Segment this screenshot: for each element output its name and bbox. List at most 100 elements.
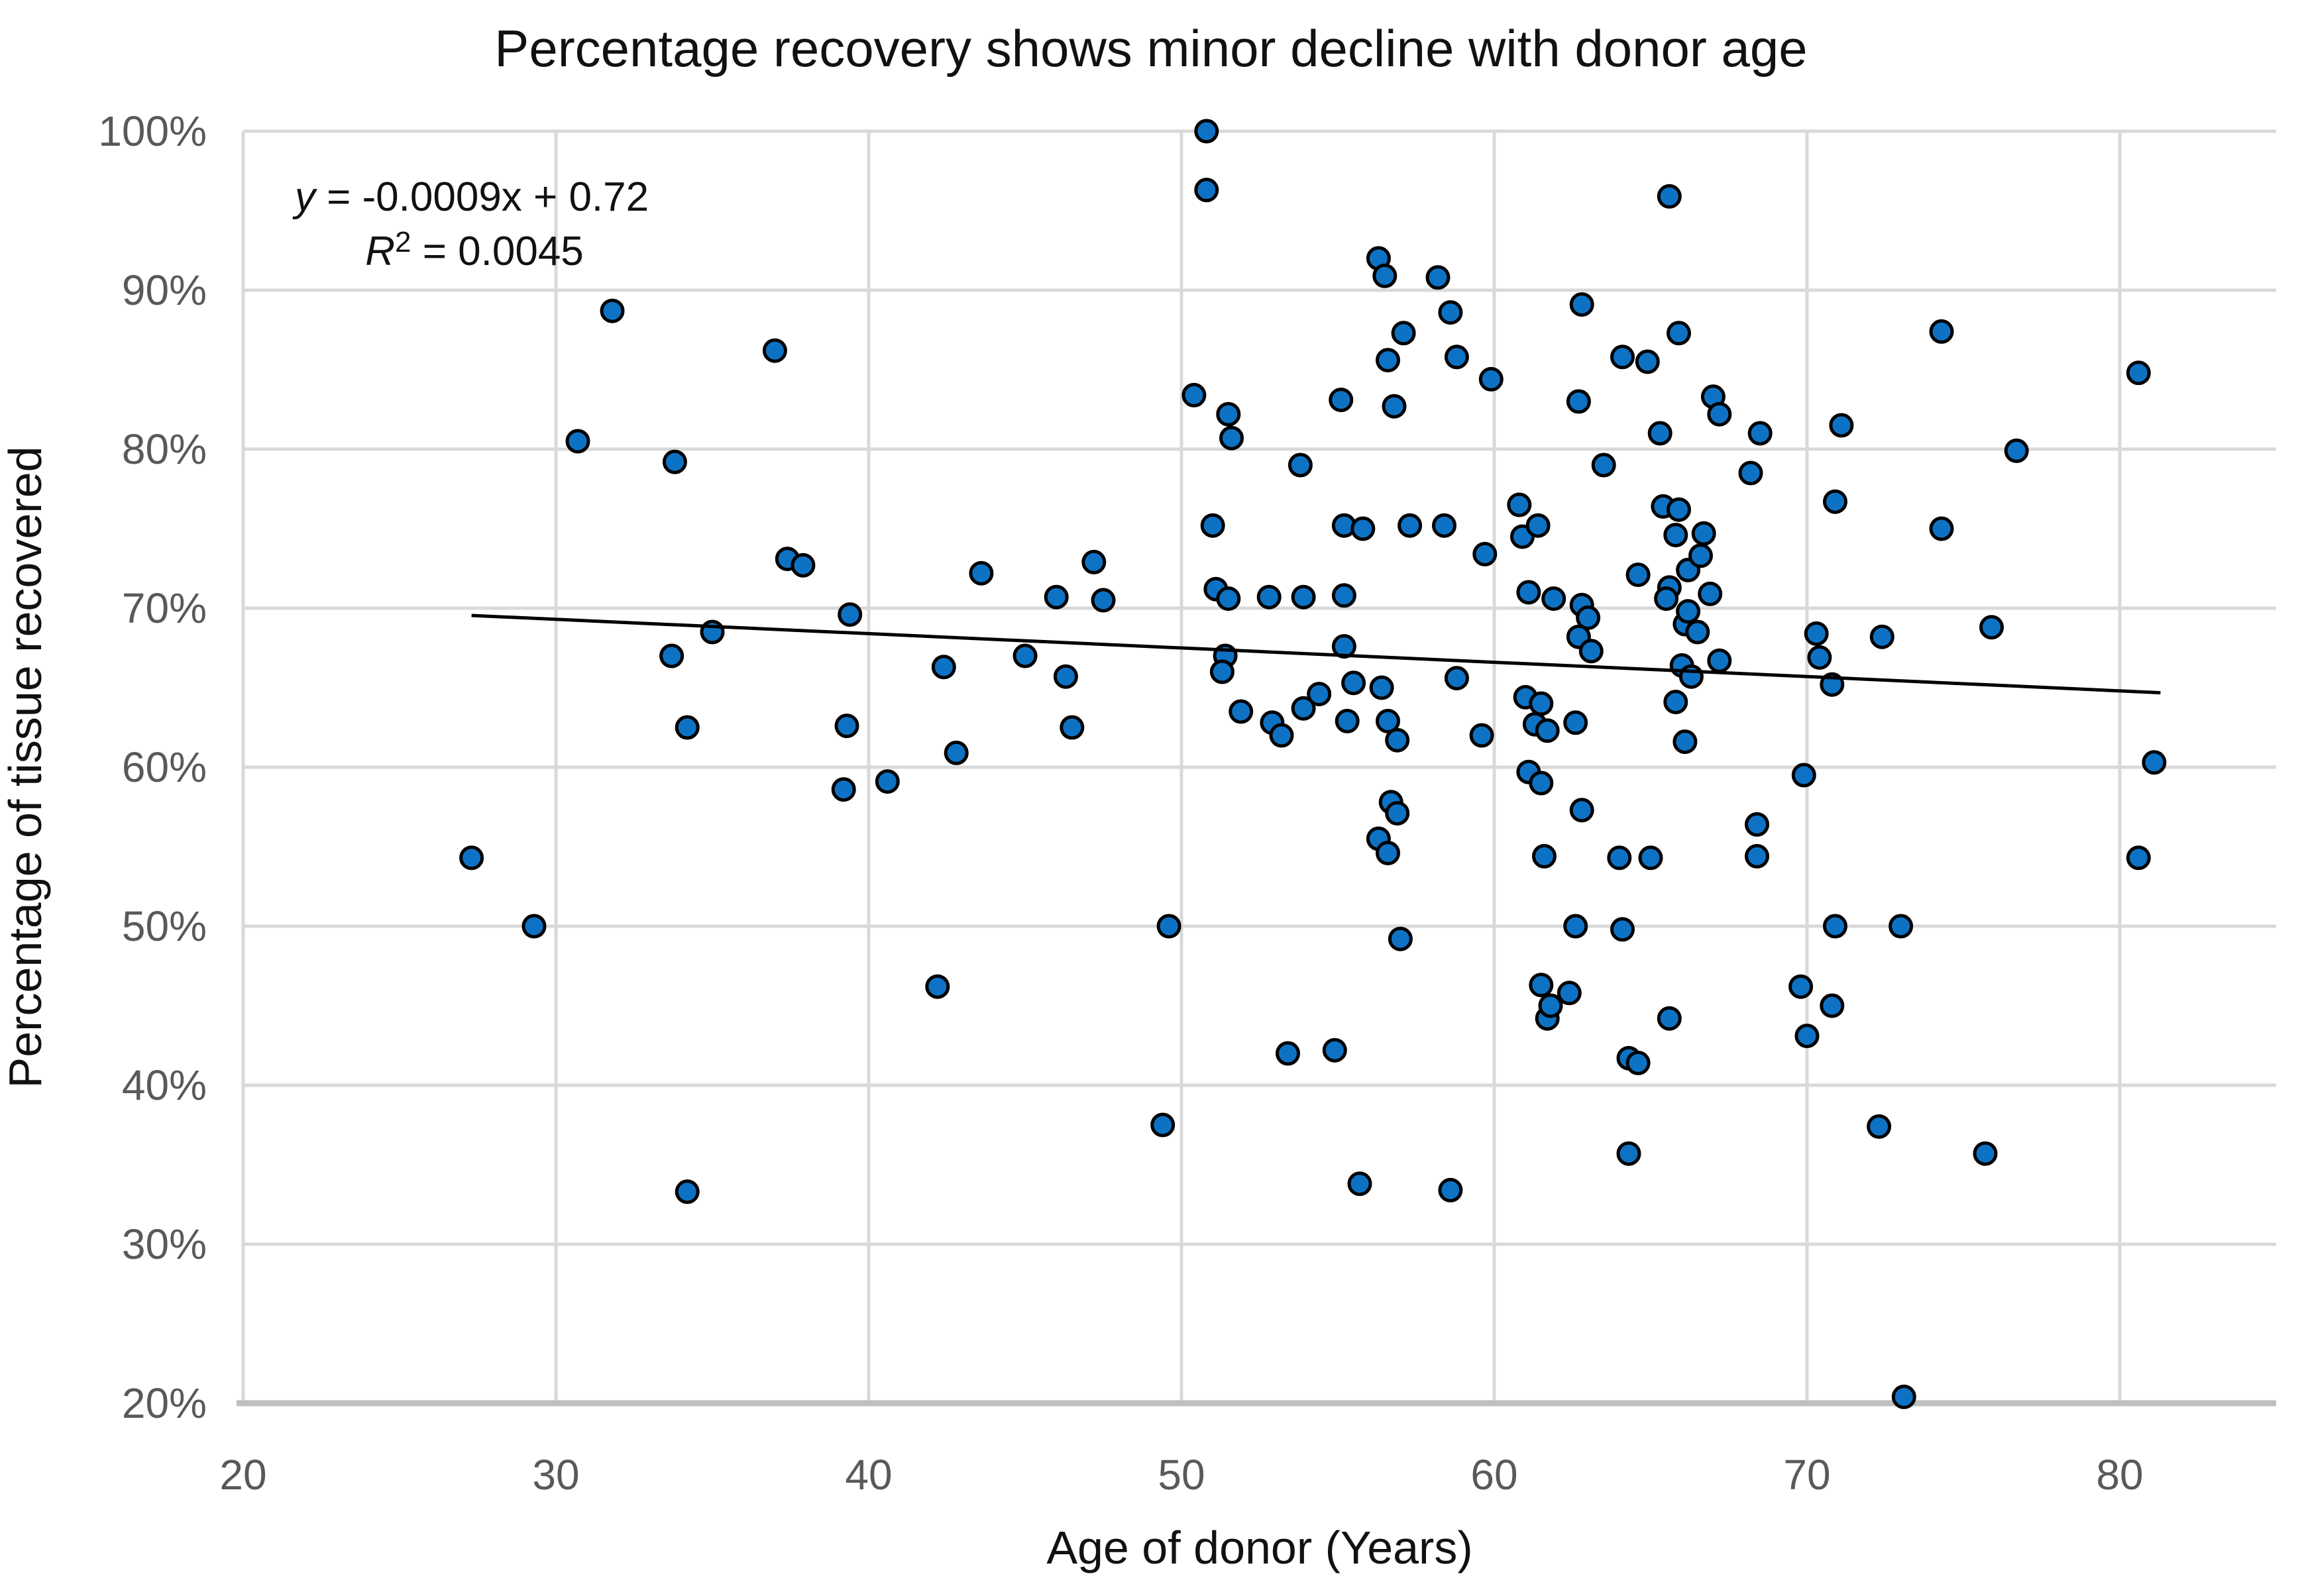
data-point[interactable] [1432, 513, 1456, 538]
data-point[interactable] [1398, 513, 1423, 538]
data-point[interactable] [1541, 586, 1566, 612]
data-point[interactable] [1329, 388, 1354, 413]
data-point[interactable] [1973, 1141, 1998, 1166]
data-point[interactable] [1638, 845, 1663, 871]
data-point[interactable] [1369, 675, 1394, 700]
data-point[interactable] [1341, 670, 1366, 696]
data-point[interactable] [1563, 710, 1588, 735]
data-point[interactable] [1625, 1050, 1651, 1075]
data-point[interactable] [600, 298, 625, 323]
data-point[interactable] [459, 845, 484, 871]
data-point[interactable] [1472, 541, 1498, 566]
data-point[interactable] [1829, 413, 1854, 438]
data-point[interactable] [944, 740, 969, 765]
data-point[interactable] [1654, 586, 1679, 612]
data-point[interactable] [1532, 843, 1557, 869]
data-point[interactable] [1538, 993, 1563, 1018]
data-point[interactable] [1376, 841, 1400, 866]
data-point[interactable] [1794, 1024, 1820, 1049]
data-point[interactable] [1053, 664, 1078, 689]
data-point[interactable] [875, 769, 900, 794]
data-point[interactable] [1576, 605, 1601, 630]
data-point[interactable] [1678, 664, 1704, 689]
data-point[interactable] [1663, 690, 1688, 715]
data-point[interactable] [1350, 516, 1376, 541]
data-point[interactable] [1200, 513, 1225, 538]
data-point[interactable] [1269, 723, 1294, 748]
data-point[interactable] [1979, 615, 2004, 640]
data-point[interactable] [1150, 1112, 1176, 1138]
data-point[interactable] [1591, 452, 1616, 478]
data-point[interactable] [1219, 425, 1244, 451]
data-point[interactable] [662, 449, 687, 474]
data-point[interactable] [1745, 843, 1769, 869]
data-point[interactable] [1388, 926, 1413, 951]
data-point[interactable] [1804, 621, 1829, 646]
data-point[interactable] [1647, 421, 1672, 446]
data-point[interactable] [1391, 321, 1416, 346]
data-point[interactable] [1569, 798, 1594, 823]
data-point[interactable] [762, 338, 787, 363]
data-point[interactable] [1657, 184, 1682, 209]
data-point[interactable] [1044, 584, 1069, 610]
data-point[interactable] [1891, 1384, 1916, 1409]
data-point[interactable] [1610, 345, 1635, 370]
data-point[interactable] [1707, 401, 1732, 427]
data-point[interactable] [1256, 584, 1282, 610]
data-point[interactable] [1869, 624, 1894, 649]
data-point[interactable] [925, 974, 950, 999]
data-point[interactable] [1013, 643, 1038, 668]
data-point[interactable] [1425, 265, 1451, 290]
data-point[interactable] [1181, 382, 1207, 407]
data-point[interactable] [1376, 348, 1400, 373]
data-point[interactable] [1291, 584, 1316, 610]
data-point[interactable] [1529, 973, 1554, 998]
data-point[interactable] [1209, 659, 1234, 684]
data-point[interactable] [1557, 981, 1582, 1006]
data-point[interactable] [1478, 366, 1504, 392]
data-point[interactable] [1529, 691, 1554, 716]
data-point[interactable] [1229, 699, 1254, 724]
data-point[interactable] [1347, 1171, 1372, 1197]
data-point[interactable] [1194, 178, 1219, 203]
data-point[interactable] [1788, 974, 1814, 999]
data-point[interactable] [2004, 438, 2029, 463]
data-point[interactable] [1707, 648, 1732, 673]
data-point[interactable] [1698, 581, 1723, 606]
data-point[interactable] [1610, 917, 1635, 942]
data-point[interactable] [1469, 723, 1494, 748]
data-point[interactable] [1385, 801, 1410, 826]
data-point[interactable] [1288, 452, 1313, 478]
data-point[interactable] [1745, 812, 1769, 837]
data-point[interactable] [1444, 345, 1469, 370]
data-point[interactable] [1625, 562, 1651, 588]
data-point[interactable] [1385, 727, 1410, 753]
data-point[interactable] [1867, 1114, 1892, 1139]
data-point[interactable] [2126, 845, 2151, 871]
data-point[interactable] [1823, 489, 1847, 514]
data-point[interactable] [1507, 492, 1532, 517]
data-point[interactable] [1216, 586, 1241, 612]
data-point[interactable] [1691, 521, 1716, 546]
data-point[interactable] [969, 560, 994, 586]
data-point[interactable] [1156, 914, 1181, 939]
data-point[interactable] [1194, 119, 1219, 144]
data-point[interactable] [791, 553, 816, 578]
data-point[interactable] [675, 715, 700, 740]
data-point[interactable] [1688, 543, 1713, 568]
data-point[interactable] [1791, 763, 1816, 788]
data-point[interactable] [1929, 319, 1954, 344]
data-point[interactable] [1607, 845, 1632, 871]
data-point[interactable] [1672, 729, 1698, 755]
data-point[interactable] [659, 643, 685, 668]
data-point[interactable] [1663, 523, 1688, 548]
data-point[interactable] [1322, 1037, 1347, 1063]
data-point[interactable] [1635, 349, 1660, 374]
data-point[interactable] [1889, 914, 1914, 939]
data-point[interactable] [1516, 580, 1541, 605]
data-point[interactable] [1335, 708, 1360, 733]
data-point[interactable] [1060, 715, 1085, 740]
data-point[interactable] [1807, 645, 1832, 670]
data-point[interactable] [1081, 549, 1107, 574]
data-point[interactable] [521, 914, 547, 939]
